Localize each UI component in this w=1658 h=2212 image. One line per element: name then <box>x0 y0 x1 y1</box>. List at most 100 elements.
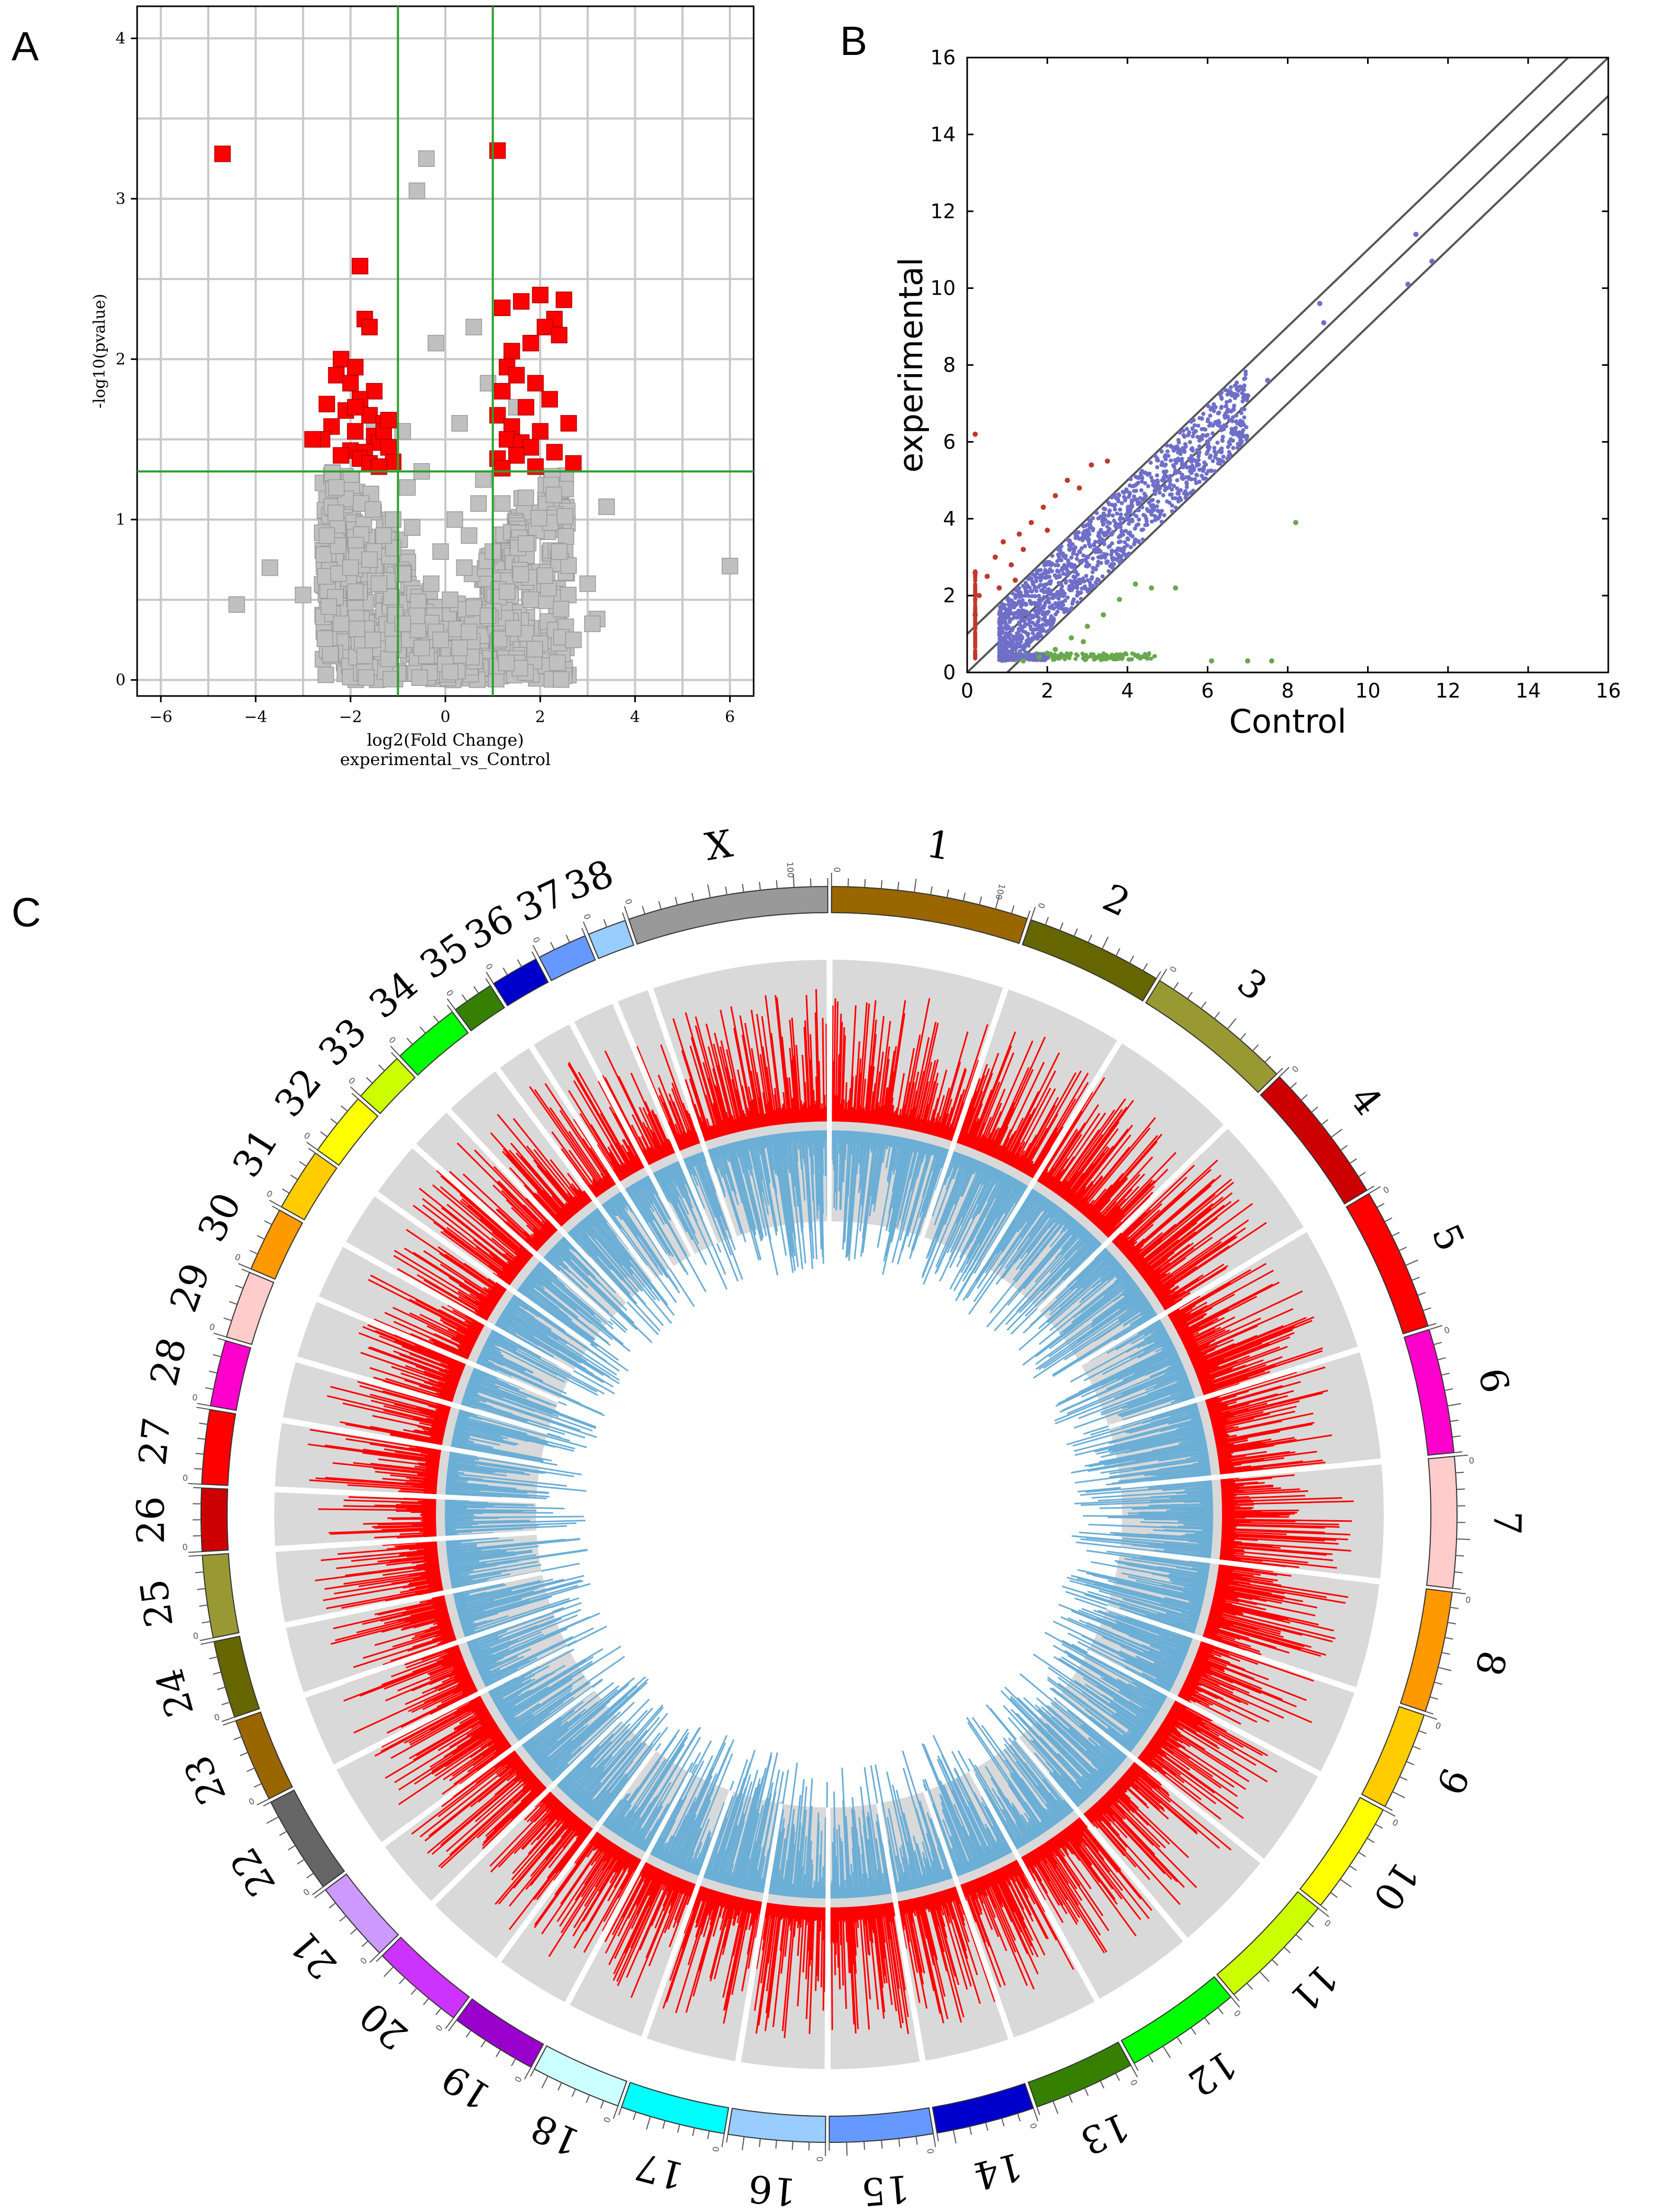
chromosome-tick <box>1454 1454 1468 1457</box>
scatter-point <box>1088 523 1092 527</box>
scatter-point <box>1119 501 1124 506</box>
chromosome-tick <box>1455 1472 1464 1474</box>
volcano-point <box>327 504 344 521</box>
scatter-point-down <box>1052 646 1058 652</box>
chromosome-tick <box>1230 1996 1240 2008</box>
scatter-point <box>1070 542 1075 547</box>
chromosome-tick <box>1412 1745 1421 1750</box>
chromosome-tick <box>1376 1203 1385 1208</box>
scatter-point-down <box>1173 585 1179 591</box>
scatter-point <box>1239 411 1244 416</box>
y-tick-label: 0 <box>116 671 126 689</box>
scatter-point <box>1129 498 1134 503</box>
chromosome-tick <box>913 879 917 893</box>
chromosome-tick <box>1429 1696 1438 1700</box>
scatter-point <box>1101 651 1106 656</box>
scatter-point <box>1207 455 1212 460</box>
volcano-point <box>517 489 534 507</box>
volcano-significant-point <box>494 460 511 477</box>
scatter-point <box>1050 622 1055 627</box>
chromosome-tick <box>1301 1094 1308 1101</box>
y-tick-label: 3 <box>116 190 126 208</box>
volcano-point <box>418 150 435 167</box>
chromosome-tick <box>1311 1106 1318 1113</box>
chromosome-tick <box>1246 1983 1253 1990</box>
chromosome-6 <box>1403 1329 1455 1456</box>
scatter-point <box>1030 621 1035 625</box>
chromosome-tick <box>1422 1307 1431 1311</box>
volcano-point <box>317 666 334 683</box>
volcano-point <box>404 519 421 536</box>
scatter-point <box>1102 533 1106 537</box>
scatter-point <box>1213 469 1217 474</box>
volcano-point <box>315 546 332 563</box>
x-tick-label: 4 <box>1121 679 1134 702</box>
y-tick-label: 4 <box>943 507 956 530</box>
chromosome-tick <box>1444 1637 1453 1640</box>
scatter-point <box>1160 478 1164 482</box>
volcano-point <box>553 601 569 617</box>
scatter-point <box>1048 579 1052 584</box>
scatter-point <box>1106 500 1111 505</box>
scatter-point-neutral <box>1317 301 1323 306</box>
scatter-point-neutral <box>1108 531 1114 537</box>
chromosome-tick <box>1434 1681 1443 1685</box>
volcano-point <box>456 559 473 576</box>
scatter-point <box>1038 629 1043 634</box>
volcano-point <box>322 646 339 663</box>
volcano-point <box>408 607 425 624</box>
x-tick-label: 14 <box>1516 679 1541 702</box>
scatter-point <box>1152 654 1157 659</box>
volcano-significant-point <box>555 291 573 308</box>
scatter-point <box>1236 442 1240 446</box>
scatter-point <box>1106 520 1111 525</box>
chromosome-tick <box>1190 2027 1196 2035</box>
scatter-point <box>1156 509 1160 513</box>
scatter-point <box>1030 657 1035 662</box>
scatter-point <box>1156 480 1160 485</box>
scatter-point <box>1221 454 1226 459</box>
scatter-point <box>1196 423 1201 428</box>
scatter-point-up <box>1028 520 1034 525</box>
scatter-point <box>1002 655 1007 660</box>
chromosome-tick <box>1276 1068 1283 1075</box>
chromosome-tick <box>1321 1119 1329 1126</box>
scatter-point <box>1225 456 1230 461</box>
y-tick-label: 0 <box>943 661 956 684</box>
scatter-point <box>1127 551 1132 556</box>
volcano-point <box>461 623 478 641</box>
scatter-point <box>1000 602 1005 607</box>
outer-histogram-bar <box>1224 1503 1254 1507</box>
chromosome-tick <box>1406 1761 1415 1766</box>
scatter-point <box>997 630 1002 634</box>
scatter-point <box>1045 630 1049 634</box>
chromosome-tick <box>1437 1357 1446 1361</box>
scatter-point <box>973 607 978 611</box>
volcano-point <box>432 631 449 648</box>
scatter-point <box>1050 554 1055 558</box>
scatter-point <box>1074 593 1079 598</box>
scatter-point <box>1063 580 1068 585</box>
volcano-point <box>411 669 428 686</box>
chromosome-tick-label: 0 <box>1168 964 1179 974</box>
volcano-point <box>324 465 341 481</box>
scatter-point-up <box>1000 539 1006 545</box>
volcano-point <box>584 615 601 632</box>
scatter-point-neutral <box>1045 589 1050 594</box>
volcano-significant-point <box>532 423 548 440</box>
scatter-point <box>1136 522 1140 527</box>
scatter-point <box>1137 517 1141 522</box>
chromosome-tick <box>1173 982 1179 990</box>
chromosome-tick <box>1425 1711 1433 1715</box>
volcano-point <box>465 319 483 335</box>
scatter-point-neutral <box>1060 593 1066 599</box>
scatter-point <box>1155 473 1159 478</box>
scatter-point <box>1230 432 1235 437</box>
scatter-point <box>1015 601 1020 606</box>
scatter-point <box>1072 549 1077 554</box>
scatter-point <box>1135 481 1139 486</box>
chromosome-tick <box>1411 1276 1420 1281</box>
chromosome-tick <box>962 892 966 901</box>
scatter-point <box>1073 569 1078 574</box>
